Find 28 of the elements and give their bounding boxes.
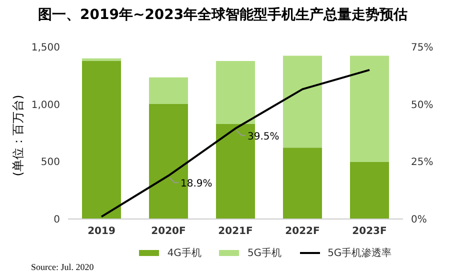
y2-tick-label: 0%: [411, 214, 427, 226]
y2-tick-label: 50%: [411, 100, 434, 111]
chart-title: 图一、2019年~2023年全球智能型手机生产总量走势预估: [38, 6, 408, 24]
line-series: [100, 68, 370, 218]
x-tick-label: 2019: [88, 226, 116, 238]
y-axis-title: (单位：百万台): [10, 94, 26, 176]
bar: [149, 77, 188, 104]
y2-tick-label: 25%: [411, 157, 434, 168]
y-tick-label: 1,000: [31, 100, 60, 111]
legend-label: 4G手机: [167, 246, 202, 260]
x-tick-label: 2023F: [352, 226, 387, 238]
x-tick-label: 2021F: [218, 226, 253, 238]
bar: [216, 60, 255, 124]
bar: [283, 56, 322, 148]
bar: [283, 148, 322, 219]
bar: [82, 60, 121, 219]
y2-tick-label: 75%: [411, 42, 434, 54]
bar: [350, 162, 389, 219]
x-tick-label: 2022F: [285, 226, 320, 238]
x-tick-label: 2020F: [151, 226, 186, 238]
y-tick-label: 1,500: [31, 42, 60, 54]
y-tick-label: 500: [40, 157, 60, 168]
legend-label: 5G手机: [247, 246, 282, 260]
legend-label: 5G手机渗透率: [328, 246, 392, 260]
source-note: Source: Jul. 2020: [31, 262, 94, 272]
bar: [82, 58, 121, 61]
bar: [350, 56, 389, 162]
y-tick-label: 0: [54, 214, 60, 226]
